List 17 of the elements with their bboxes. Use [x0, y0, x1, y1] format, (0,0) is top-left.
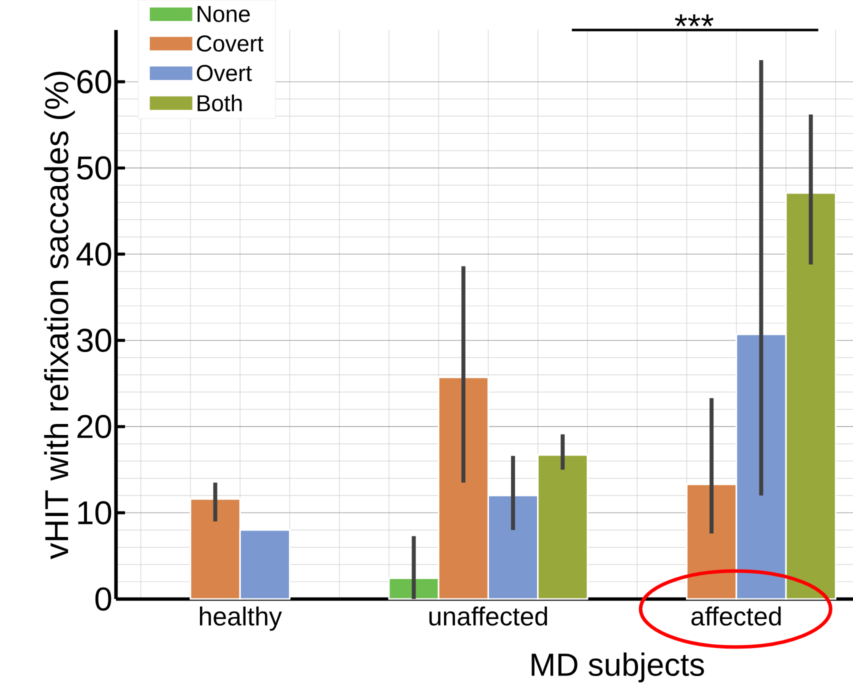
y-tick-label: 40	[76, 242, 112, 266]
legend-label: None	[198, 6, 250, 22]
y-tick-label: 60	[77, 70, 112, 94]
x-axis-title: MD subjects	[532, 652, 704, 682]
y-tick-label: 20	[77, 414, 112, 438]
text: ***	[674, 14, 714, 26]
y-axis-title: vHIT with refixation saccades (%)	[44, 72, 75, 560]
legend-label: Both	[198, 94, 242, 112]
legend-label: Overt	[196, 64, 252, 82]
y-tick-label: 0	[95, 587, 112, 611]
y-tick-label: 10	[78, 501, 112, 524]
legend-label: Covert	[196, 35, 264, 52]
y-tick-label: 30	[77, 328, 112, 352]
y-tick-label: 50	[77, 156, 112, 180]
x-tick-label: unaffected	[429, 606, 548, 626]
x-tick-label: healthy	[200, 606, 282, 631]
x-tick-label: affected	[691, 606, 781, 626]
